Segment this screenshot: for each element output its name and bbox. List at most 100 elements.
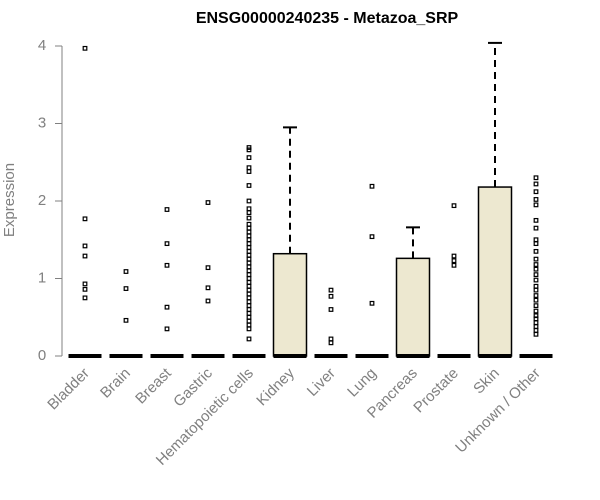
x-tick-label: Prostate bbox=[410, 365, 462, 417]
outlier-point bbox=[451, 203, 457, 209]
box-brain bbox=[109, 269, 143, 358]
outlier-point bbox=[451, 253, 457, 259]
outlier-point bbox=[246, 245, 252, 250]
outlier-point bbox=[246, 279, 252, 285]
y-tick-label: 4 bbox=[38, 37, 46, 54]
x-tick-label: Bladder bbox=[44, 365, 93, 414]
outlier-point bbox=[205, 285, 211, 291]
outlier-point bbox=[533, 217, 539, 223]
outlier-point bbox=[246, 215, 252, 221]
outlier-point bbox=[205, 200, 211, 205]
outlier-point bbox=[246, 287, 252, 293]
outlier-point bbox=[246, 295, 252, 301]
outlier-point bbox=[533, 320, 539, 326]
outlier-point bbox=[205, 298, 211, 304]
outlier-point bbox=[246, 291, 252, 297]
box-lung bbox=[355, 183, 389, 358]
outlier-point bbox=[533, 272, 539, 278]
outlier-point bbox=[533, 262, 539, 267]
outlier-point bbox=[164, 241, 170, 247]
outlier-point bbox=[533, 175, 539, 181]
outlier-point bbox=[246, 303, 252, 309]
x-tick-label: Brain bbox=[97, 365, 134, 402]
outlier-point bbox=[533, 297, 539, 303]
outlier-point bbox=[82, 286, 88, 292]
outlier-point bbox=[246, 318, 252, 324]
outlier-point bbox=[246, 233, 252, 239]
outlier-point bbox=[246, 225, 252, 231]
outlier-point bbox=[246, 276, 252, 281]
outlier-point bbox=[246, 206, 252, 212]
outlier-point bbox=[246, 221, 252, 227]
outlier-point bbox=[164, 304, 170, 310]
outlier-point bbox=[533, 248, 539, 254]
outlier-point bbox=[164, 326, 170, 332]
outlier-point bbox=[533, 197, 539, 202]
outlier-point bbox=[246, 268, 252, 274]
box-hematopoietic-cells bbox=[232, 145, 266, 358]
outlier-point bbox=[369, 183, 375, 189]
outlier-point bbox=[123, 269, 129, 274]
plot-area bbox=[68, 41, 553, 358]
box-skin bbox=[477, 41, 513, 358]
outlier-point bbox=[533, 287, 539, 293]
outlier-point bbox=[533, 303, 539, 309]
x-tick-label: Skin bbox=[470, 365, 503, 398]
outlier-point bbox=[246, 322, 252, 328]
outlier-point bbox=[246, 336, 252, 342]
outlier-point bbox=[82, 216, 88, 222]
outlier-point bbox=[246, 169, 252, 174]
box-prostate bbox=[437, 203, 471, 358]
outlier-point bbox=[246, 299, 252, 305]
x-tick-label: Breast bbox=[132, 364, 175, 407]
outlier-point bbox=[328, 336, 334, 342]
outlier-point bbox=[533, 256, 539, 262]
box-pancreas bbox=[395, 226, 431, 358]
outlier-point bbox=[82, 45, 88, 51]
outlier-point bbox=[246, 183, 252, 188]
outlier-point bbox=[246, 198, 252, 204]
box-bladder bbox=[68, 45, 102, 358]
outlier-point bbox=[533, 277, 539, 283]
outlier-point bbox=[82, 243, 88, 249]
outlier-point bbox=[533, 237, 539, 243]
x-tick-label: Kidney bbox=[253, 364, 298, 409]
box-breast bbox=[150, 207, 184, 358]
outlier-point bbox=[246, 283, 252, 289]
outlier-point bbox=[246, 326, 252, 332]
outlier-point bbox=[533, 202, 539, 208]
outlier-point bbox=[246, 147, 252, 153]
outlier-point bbox=[533, 225, 539, 231]
outlier-point bbox=[246, 237, 252, 243]
outlier-point bbox=[164, 262, 170, 268]
outlier-point bbox=[246, 307, 252, 312]
outlier-point bbox=[533, 328, 539, 333]
outlier-point bbox=[82, 295, 88, 301]
outlier-point bbox=[533, 241, 539, 247]
outlier-point bbox=[328, 287, 334, 293]
outlier-point bbox=[533, 316, 539, 322]
outlier-point bbox=[533, 189, 539, 195]
outlier-point bbox=[369, 234, 375, 240]
outlier-point bbox=[246, 264, 252, 270]
outlier-point bbox=[123, 317, 129, 323]
outlier-point bbox=[533, 293, 539, 298]
box-kidney bbox=[272, 126, 308, 358]
outlier-point bbox=[82, 253, 88, 259]
outlier-point bbox=[205, 265, 211, 271]
box-iqr bbox=[395, 257, 431, 357]
box-liver bbox=[314, 287, 348, 358]
outlier-point bbox=[246, 210, 252, 216]
y-tick-label: 2 bbox=[38, 192, 46, 209]
outlier-point bbox=[451, 262, 457, 268]
outlier-point bbox=[533, 331, 539, 337]
outlier-point bbox=[533, 308, 539, 314]
outlier-point bbox=[246, 155, 252, 161]
outlier-point bbox=[369, 300, 375, 306]
outlier-point bbox=[533, 283, 539, 289]
outlier-point bbox=[164, 207, 170, 212]
box-iqr bbox=[272, 252, 308, 357]
outlier-point bbox=[533, 324, 539, 329]
